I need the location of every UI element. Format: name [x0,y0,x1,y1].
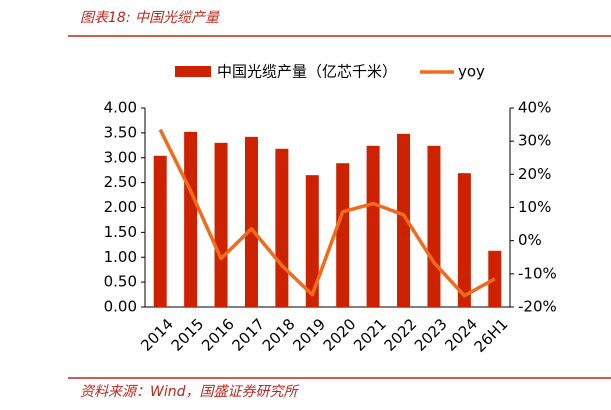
x-tick-label: 2019 [289,315,329,355]
chart-title: 图表18: 中国光缆产量 [80,10,221,26]
y-tick-label: 4.00 [104,99,137,117]
x-tick-label: 2014 [137,315,177,355]
legend-swatch [175,66,211,77]
bar [427,145,441,307]
bar [214,142,228,307]
legend-label: 中国光缆产量（亿芯千米） [217,63,397,81]
x-tick-label: 2021 [350,315,390,355]
x-tick-label: 2018 [259,315,299,355]
y2-tick-label: 40% [518,99,551,117]
y-tick-label: 3.50 [104,123,137,141]
y-tick-label: 3.00 [104,148,137,166]
x-tick-label: 2023 [411,315,451,355]
x-tick-label: 2020 [320,315,360,355]
x-tick-label: 2015 [168,315,208,355]
bar [305,175,319,307]
x-tick-label: 26H1 [471,315,512,356]
legend-label: yoy [458,63,485,81]
bar [275,148,289,307]
line [158,128,496,298]
y2-tick-label: 0% [518,231,542,249]
bar [366,145,380,307]
bar [184,131,198,307]
y2-tick-label: 20% [518,165,551,183]
y2-tick-label: 30% [518,132,551,150]
bar [336,163,350,307]
y2-tick-label: -20% [518,298,557,316]
source: 资料来源：Wind，国盛证券研究所 [80,384,299,400]
bar [397,133,411,307]
y-tick-label: 2.50 [104,173,137,191]
y-tick-label: 1.00 [104,248,137,266]
y-tick-label: 0.00 [104,298,137,316]
y2-tick-label: -10% [518,264,557,282]
y-tick-label: 0.50 [104,273,137,291]
x-tick-label: 2016 [198,315,238,355]
bar [457,173,471,307]
bar [153,155,167,307]
bar [244,136,258,307]
x-tick-label: 2022 [381,315,421,355]
y-tick-label: 2.00 [104,198,137,216]
y2-tick-label: 10% [518,198,551,216]
x-tick-label: 2017 [228,315,268,355]
y-tick-label: 1.50 [104,223,137,241]
